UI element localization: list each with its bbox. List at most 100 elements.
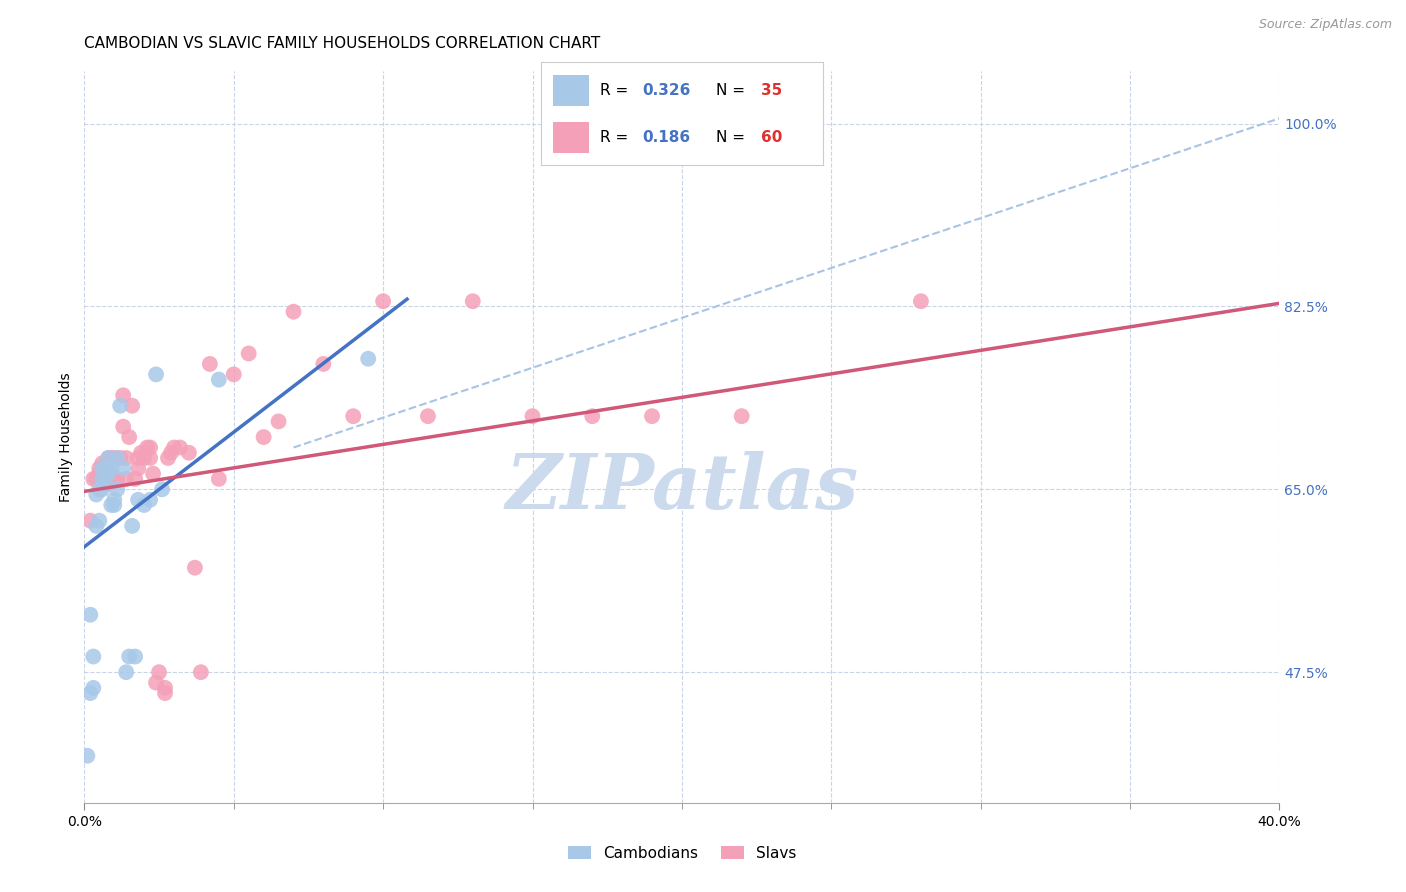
Point [118,430,141,444]
Point [208,472,231,486]
Point [127,492,149,507]
Point [163,441,186,455]
Point [124,472,146,486]
Point [190,665,212,680]
Point [94,461,117,475]
Point [312,357,335,371]
Point [139,492,162,507]
Point [79,686,101,700]
Point [86,519,108,533]
Point [157,450,180,465]
Point [115,665,138,680]
Point [121,519,143,533]
Point [127,450,149,465]
Point [112,388,135,402]
Point [103,492,125,507]
Point [267,414,290,428]
Point [100,461,122,475]
Point [208,373,231,387]
Point [461,294,484,309]
Text: 60: 60 [761,130,782,145]
Point [581,409,603,424]
Point [76,748,98,763]
Point [97,477,120,491]
Point [103,450,125,465]
Point [145,675,167,690]
Point [97,467,120,481]
Bar [553,75,589,105]
Point [129,446,152,460]
Point [103,472,125,486]
Point [177,446,200,460]
Point [110,450,132,465]
Point [100,467,122,481]
Point [112,419,135,434]
Text: 0.186: 0.186 [643,130,690,145]
Point [91,472,114,486]
Point [118,649,141,664]
Point [89,467,111,481]
Point [522,409,544,424]
Text: CAMBODIAN VS SLAVIC FAMILY HOUSEHOLDS CORRELATION CHART: CAMBODIAN VS SLAVIC FAMILY HOUSEHOLDS CO… [84,36,600,51]
Point [82,649,104,664]
Point [132,450,156,465]
Point [100,498,122,512]
Bar [553,122,589,153]
Point [115,450,138,465]
Point [86,472,108,486]
Point [91,456,114,470]
Point [79,514,101,528]
Point [105,472,128,486]
Point [82,472,104,486]
Point [97,450,120,465]
Point [132,498,156,512]
Point [97,450,120,465]
Point [86,487,108,501]
Text: N =: N = [716,130,749,145]
Point [91,483,114,497]
Point [142,467,165,481]
Text: R =: R = [600,130,634,145]
Point [910,294,932,309]
Point [91,472,114,486]
Point [253,430,276,444]
Point [103,498,125,512]
Point [357,351,380,366]
Text: R =: R = [600,83,634,97]
Point [641,409,664,424]
Point [222,368,245,382]
Point [94,461,117,475]
Point [148,665,170,680]
Point [94,477,117,491]
Point [105,450,128,465]
Point [238,346,260,360]
Point [105,483,128,497]
Point [82,681,104,695]
Text: Source: ZipAtlas.com: Source: ZipAtlas.com [1258,18,1392,31]
Point [121,399,143,413]
Point [169,441,191,455]
Point [416,409,439,424]
Point [91,461,114,475]
Point [94,472,117,486]
Point [184,560,207,574]
Point [110,399,132,413]
Point [283,304,305,318]
Point [153,681,176,695]
Point [371,294,394,309]
Point [160,446,183,460]
Text: 0.326: 0.326 [643,83,690,97]
Text: N =: N = [716,83,749,97]
Point [100,450,122,465]
Point [115,472,138,486]
Point [145,368,167,382]
Point [198,357,221,371]
Point [731,409,754,424]
Point [89,461,111,475]
Point [153,686,176,700]
Point [79,607,101,622]
Point [112,461,135,475]
Point [89,514,111,528]
Text: ZIPatlas: ZIPatlas [505,451,859,525]
Point [150,483,173,497]
